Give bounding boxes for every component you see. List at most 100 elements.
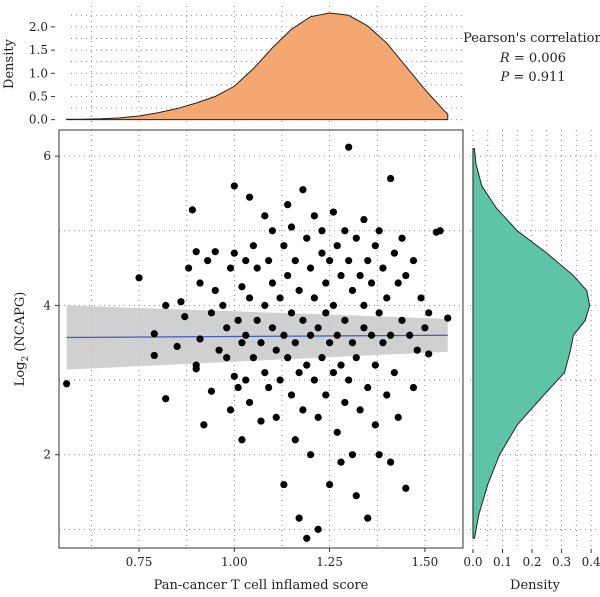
scatter-point bbox=[257, 417, 265, 425]
y-tick-label: 2 bbox=[43, 448, 51, 462]
scatter-point bbox=[306, 331, 315, 339]
scatter-point bbox=[310, 376, 318, 384]
scatter-point bbox=[211, 248, 219, 256]
y-tick-label: 6 bbox=[43, 149, 51, 163]
scatter-point bbox=[386, 174, 395, 183]
right-density-panel: 0.0 0.1 0.2 0.3 0.4 Density bbox=[463, 130, 600, 593]
scatter-point bbox=[386, 458, 395, 466]
scatter-point bbox=[226, 264, 235, 272]
scatter-point bbox=[261, 368, 269, 377]
scatter-point bbox=[245, 398, 254, 407]
scatter-point bbox=[409, 383, 418, 392]
scatter-point bbox=[318, 249, 326, 257]
top-density-y-tick-label: 0.5 bbox=[29, 89, 48, 103]
scatter-point bbox=[230, 182, 238, 190]
scatter-point bbox=[253, 264, 261, 272]
scatter-point bbox=[352, 354, 360, 362]
scatter-point bbox=[337, 361, 345, 369]
scatter-point bbox=[268, 324, 277, 332]
scatter-point bbox=[299, 186, 307, 194]
scatter-point bbox=[287, 391, 296, 399]
scatter-point bbox=[207, 387, 216, 395]
annotation-title: Pearson's correlation bbox=[463, 31, 600, 46]
scatter-point bbox=[276, 294, 284, 302]
scatter-point bbox=[245, 193, 254, 201]
x-tick-label: 1.50 bbox=[412, 555, 439, 569]
scatter-point bbox=[436, 227, 444, 235]
top-density-y-tick-label: 2.0 bbox=[29, 20, 48, 34]
scatter-point bbox=[135, 274, 143, 282]
top-density-y-tick-label: 1.0 bbox=[29, 66, 48, 80]
scatter-point bbox=[287, 223, 296, 231]
scatter-point bbox=[326, 339, 334, 347]
scatter-point bbox=[421, 324, 429, 332]
scatter-point bbox=[329, 208, 338, 216]
scatter-point bbox=[310, 294, 318, 302]
scatter-point bbox=[348, 451, 357, 459]
right-density-x-ticks: 0.0 0.1 0.2 0.3 0.4 bbox=[463, 549, 600, 569]
scatter-point bbox=[280, 480, 288, 489]
scatter-point bbox=[371, 361, 379, 369]
scatter-point bbox=[329, 368, 338, 377]
scatter-points bbox=[63, 143, 452, 542]
scatter-point bbox=[242, 376, 250, 384]
main-y-axis-label-subscript: 2 bbox=[21, 356, 31, 362]
main-x-axis-label: Pan-cancer T cell inflamed score bbox=[154, 578, 369, 593]
scatter-point bbox=[150, 330, 158, 338]
scatter-point bbox=[425, 350, 433, 358]
scatter-point bbox=[253, 316, 261, 324]
annotation-r-value: = 0.006 bbox=[510, 51, 566, 66]
scatter-point bbox=[303, 234, 311, 242]
scatter-point bbox=[196, 335, 204, 343]
main-y-ticks: 2 4 6 bbox=[43, 149, 59, 462]
scatter-point bbox=[272, 346, 280, 354]
scatter-point bbox=[326, 257, 334, 265]
scatter-point bbox=[333, 331, 341, 339]
scatter-point bbox=[394, 279, 402, 287]
scatter-point bbox=[318, 227, 326, 235]
scatter-point bbox=[402, 484, 410, 492]
scatter-point bbox=[375, 227, 383, 235]
scatter-point bbox=[261, 301, 269, 310]
scatter-point bbox=[63, 380, 71, 388]
scatter-point bbox=[188, 206, 196, 214]
scatter-point bbox=[398, 316, 406, 324]
scatter-point bbox=[223, 324, 231, 332]
y-tick-label: 4 bbox=[43, 298, 51, 312]
scatter-point bbox=[280, 242, 288, 250]
right-density-x-tick-label: 0.2 bbox=[522, 555, 541, 569]
scatter-point bbox=[322, 279, 330, 287]
top-density-area bbox=[66, 12, 449, 121]
scatter-point bbox=[291, 436, 299, 444]
annotation-p-label: P bbox=[499, 70, 509, 85]
scatter-point bbox=[379, 264, 387, 272]
scatter-point bbox=[375, 451, 383, 459]
scatter-point bbox=[265, 257, 273, 265]
right-density-x-tick-label: 0.3 bbox=[552, 555, 571, 569]
scatter-point bbox=[425, 309, 433, 317]
scatter-point bbox=[295, 286, 303, 295]
scatter-point bbox=[341, 227, 349, 235]
annotation-r: R = 0.006 bbox=[499, 51, 566, 66]
scatter-point bbox=[303, 534, 311, 542]
scatter-point bbox=[314, 525, 322, 533]
scatter-point bbox=[356, 406, 364, 414]
scatter-point bbox=[200, 421, 208, 429]
scatter-point bbox=[318, 354, 326, 362]
scatter-point bbox=[394, 413, 402, 421]
scatter-point bbox=[150, 351, 158, 360]
scatter-point bbox=[367, 279, 376, 287]
scatter-point bbox=[306, 264, 315, 272]
scatter-point bbox=[379, 339, 387, 347]
scatter-point bbox=[364, 257, 372, 265]
scatter-point bbox=[192, 248, 200, 256]
scatter-point bbox=[341, 398, 349, 407]
scatter-point bbox=[238, 436, 246, 444]
scatter-point bbox=[242, 331, 250, 339]
scatter-point bbox=[348, 339, 357, 347]
scatter-point bbox=[345, 376, 353, 384]
x-tick-label: 1.25 bbox=[316, 555, 343, 569]
main-y-axis-label-main: Log bbox=[13, 362, 28, 387]
right-density-x-tick-label: 0.0 bbox=[463, 555, 482, 569]
scatter-point bbox=[417, 294, 425, 302]
